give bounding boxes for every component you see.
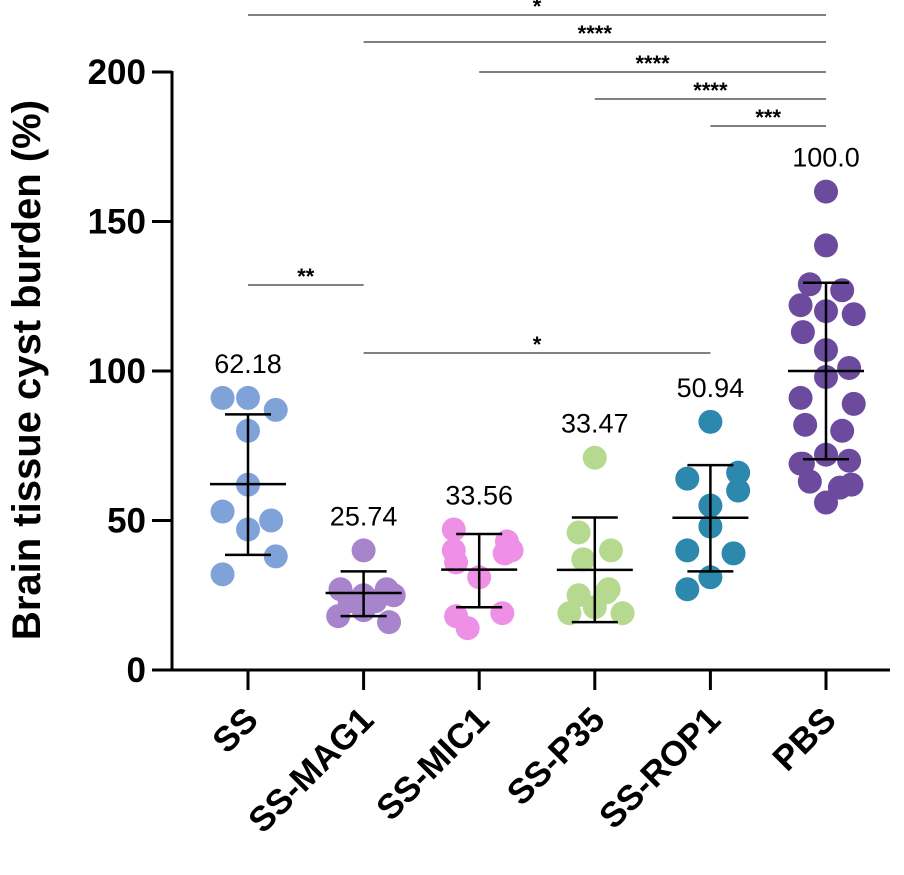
mean-value-label: 33.56 [445,480,513,510]
mean-value-label: 100.0 [792,143,860,173]
data-point [837,448,862,473]
significance-label: **** [578,21,613,46]
data-point [675,577,700,602]
data-point [830,418,855,443]
data-point [675,538,700,563]
data-point [351,538,376,563]
x-tick-label: SS-MAG1 [241,700,381,840]
data-point [721,541,746,566]
data-point [210,499,235,524]
data-point [698,409,723,434]
data-point [726,460,751,485]
data-point [377,610,402,635]
data-point [557,601,582,626]
data-point [492,541,517,566]
data-point [841,302,866,327]
y-tick-label: 200 [88,53,146,92]
data-point [596,577,621,602]
significance-label: * [533,0,542,19]
data-point [381,583,406,608]
mean-value-label: 50.94 [677,373,745,403]
data-point [790,451,815,476]
mean-value-label: 33.47 [561,409,629,439]
significance-label: **** [635,51,670,76]
data-point [793,412,818,437]
data-point [837,356,862,381]
data-point [259,508,284,533]
data-point [598,538,623,563]
y-tick-label: 0 [127,651,146,690]
data-point [726,478,751,503]
data-point [441,538,466,563]
data-point [236,385,260,410]
significance-label: *** [755,105,781,130]
x-tick-label: SS-P35 [500,700,613,813]
x-tick-label: SS-ROP1 [592,700,728,836]
y-tick-label: 100 [88,352,146,391]
mean-value-label: 25.74 [330,501,398,531]
significance-label: ** [297,264,315,289]
data-point [830,278,855,303]
data-point [566,520,591,545]
data-point [210,385,235,410]
data-point [263,397,288,422]
data-point [790,320,815,345]
data-point [797,272,822,297]
data-point [788,293,813,318]
x-tick-label: PBS [765,700,843,778]
data-point [263,544,288,569]
significance-label: * [533,332,542,357]
data-point [610,601,635,626]
y-axis-label: Brain tissue cyst burden (%) [5,100,49,640]
data-point [455,616,480,641]
significance-label: **** [693,78,728,103]
data-point [814,179,838,204]
significance-brackets: ******************* [248,0,826,357]
data-point [210,562,235,587]
data-point [814,233,838,258]
x-tick-label: SS [205,700,266,761]
y-tick-label: 50 [107,502,146,541]
mean-sd-bars [210,281,864,624]
mean-value-label: 62.18 [214,349,282,379]
data-point [839,472,864,497]
data-point [814,490,838,515]
x-tick-label: SS-MIC1 [369,700,497,828]
mean-labels: 62.18 25.74 33.56 33.47 50.94 100.0 [214,143,860,532]
data-point [841,391,866,416]
data-point [675,466,700,491]
data-point [788,385,813,410]
y-tick-label: 150 [88,203,146,242]
data-point [441,517,466,542]
data-point [582,445,607,470]
data-points [210,179,866,641]
data-point [571,547,596,572]
data-point [490,601,515,626]
data-point [326,604,351,629]
